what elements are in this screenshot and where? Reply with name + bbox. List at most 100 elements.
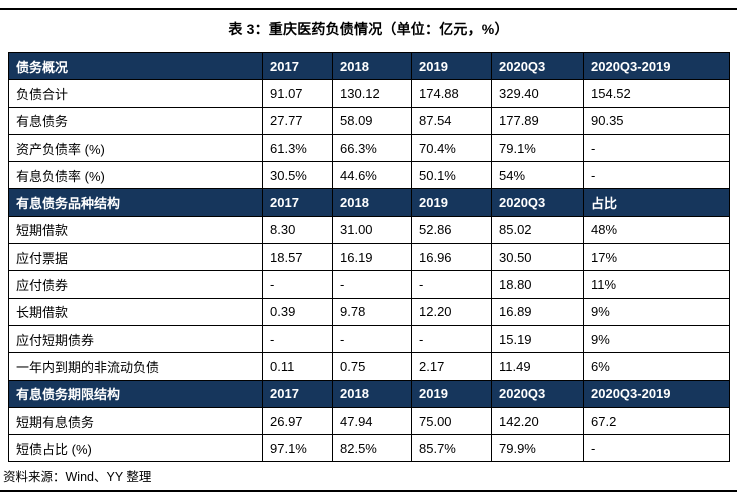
section-title-cell: 有息债务品种结构 [8,188,263,217]
table-row: 一年内到期的非流动负债 0.11 0.75 2.17 11.49 6% [8,352,730,381]
value-cell: 82.5% [332,434,412,463]
row-label-cell: 短期借款 [8,215,263,245]
value-cell: 87.54 [411,106,492,135]
table-row: 长期借款 0.39 9.78 12.20 16.89 9% [8,297,730,326]
value-cell: 61.3% [262,133,333,163]
value-cell: 18.80 [491,270,584,299]
value-cell: 31.00 [332,215,412,245]
value-cell: 11.49 [491,352,584,381]
value-cell: 0.75 [332,352,412,381]
column-header-cell: 2020Q3-2019 [583,51,730,81]
table-row: 短期有息债务 26.97 47.94 75.00 142.20 67.2 [8,406,730,436]
column-header-cell: 2018 [332,379,412,408]
value-cell: 2.17 [411,352,492,381]
column-header-cell: 2017 [262,51,333,81]
column-header-cell: 2020Q3 [491,379,584,408]
value-cell: 52.86 [411,215,492,245]
value-cell: 26.97 [262,406,333,436]
column-header-cell: 2020Q3 [491,188,584,217]
table-row: 短债占比 (%) 97.1% 82.5% 85.7% 79.9% - [8,434,730,463]
row-label-cell: 短期有息债务 [8,406,263,436]
column-header-cell: 2018 [332,188,412,217]
value-cell: 16.19 [332,243,412,272]
row-label-cell: 负债合计 [8,79,263,108]
table-row: 应付票据 18.57 16.19 16.96 30.50 17% [8,243,730,272]
value-cell: 130.12 [332,79,412,108]
value-cell: 79.9% [491,434,584,463]
top-divider-rule [0,8,737,10]
value-cell: - [262,270,333,299]
section-header-row: 有息债务期限结构 2017 2018 2019 2020Q3 2020Q3-2019 [8,379,730,408]
value-cell: - [411,324,492,354]
value-cell: 85.7% [411,434,492,463]
value-cell: 54% [491,161,584,190]
column-header-cell: 2019 [411,188,492,217]
section-title-cell: 有息债务期限结构 [8,379,263,408]
bottom-divider-rule [0,490,737,492]
value-cell: 16.89 [491,297,584,326]
value-cell: 30.50 [491,243,584,272]
value-cell: 50.1% [411,161,492,190]
value-cell: 18.57 [262,243,333,272]
column-header-cell: 占比 [583,188,730,217]
table-row: 有息负债率 (%) 30.5% 44.6% 50.1% 54% - [8,161,730,190]
debt-overview-table: 债务概况 2017 2018 2019 2020Q3 2020Q3-2019 负债合计 91.… [8,51,730,463]
value-cell: - [332,270,412,299]
value-cell: 142.20 [491,406,584,436]
row-label-cell: 应付票据 [8,243,263,272]
value-cell: - [262,324,333,354]
row-label-cell: 资产负债率 (%) [8,133,263,163]
column-header-cell: 2020Q3-2019 [583,379,730,408]
value-cell: 27.77 [262,106,333,135]
value-cell: 329.40 [491,79,584,108]
value-cell: 47.94 [332,406,412,436]
value-cell: - [332,324,412,354]
value-cell: 58.09 [332,106,412,135]
value-cell: 67.2 [583,406,730,436]
value-cell: 9% [583,297,730,326]
row-label-cell: 短债占比 (%) [8,434,263,463]
row-label-cell: 应付短期债券 [8,324,263,354]
section-header-row: 债务概况 2017 2018 2019 2020Q3 2020Q3-2019 [8,51,730,81]
value-cell: 11% [583,270,730,299]
value-cell: 6% [583,352,730,381]
table-row: 短期借款 8.30 31.00 52.86 85.02 48% [8,215,730,245]
section-header-row: 有息债务品种结构 2017 2018 2019 2020Q3 占比 [8,188,730,217]
row-label-cell: 一年内到期的非流动负债 [8,352,263,381]
value-cell: 48% [583,215,730,245]
value-cell: - [583,161,730,190]
value-cell: 154.52 [583,79,730,108]
table-row: 应付短期债券 - - -15.19 9% [8,324,730,354]
value-cell: 12.20 [411,297,492,326]
value-cell: 9.78 [332,297,412,326]
value-cell: 91.07 [262,79,333,108]
table-row: 有息债务 27.77 58.09 87.54 177.89 90.35 [8,106,730,135]
value-cell: 85.02 [491,215,584,245]
value-cell: 90.35 [583,106,730,135]
value-cell: 70.4% [411,133,492,163]
value-cell: 15.19 [491,324,584,354]
value-cell: 97.1% [262,434,333,463]
value-cell: 8.30 [262,215,333,245]
section-title-cell: 债务概况 [8,51,263,81]
value-cell: 174.88 [411,79,492,108]
table-row: 负债合计 91.07 130.12 174.88 329.40 154.52 [8,79,730,108]
value-cell: 79.1% [491,133,584,163]
column-header-cell: 2020Q3 [491,51,584,81]
value-cell: - [583,133,730,163]
column-header-cell: 2017 [262,379,333,408]
row-label-cell: 有息负债率 (%) [8,161,263,190]
value-cell: - [411,270,492,299]
value-cell: 0.11 [262,352,333,381]
value-cell: - [583,434,730,463]
value-cell: 75.00 [411,406,492,436]
row-label-cell: 长期借款 [8,297,263,326]
value-cell: 17% [583,243,730,272]
value-cell: 30.5% [262,161,333,190]
column-header-cell: 2019 [411,379,492,408]
column-header-cell: 2019 [411,51,492,81]
value-cell: 66.3% [332,133,412,163]
table-row: 资产负债率 (%) 61.3% 66.3% 70.4% 79.1% - [8,133,730,163]
table-title: 表 3：重庆医药负债情况（单位：亿元，%） [228,21,509,37]
